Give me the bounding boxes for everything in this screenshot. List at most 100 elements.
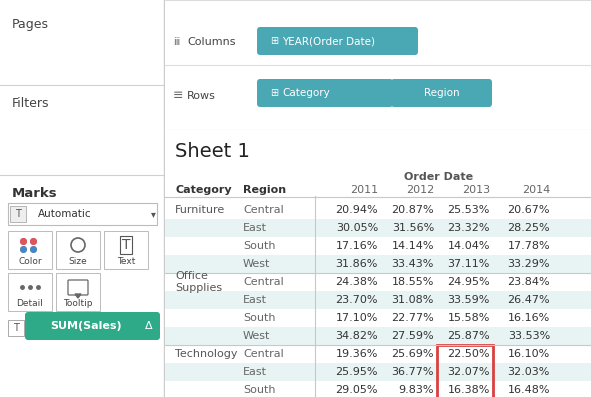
FancyBboxPatch shape <box>257 79 393 107</box>
Text: Marks: Marks <box>12 187 58 200</box>
Text: 2011: 2011 <box>350 185 378 195</box>
FancyBboxPatch shape <box>257 27 418 55</box>
Text: 30.05%: 30.05% <box>336 223 378 233</box>
Text: 20.67%: 20.67% <box>508 205 550 215</box>
Text: 20.94%: 20.94% <box>335 205 378 215</box>
Text: South: South <box>243 313 275 323</box>
Text: 25.95%: 25.95% <box>336 367 378 377</box>
Bar <box>8 203 157 225</box>
Text: 25.87%: 25.87% <box>447 331 490 341</box>
Text: ≡: ≡ <box>173 89 183 102</box>
Text: South: South <box>243 241 275 251</box>
Text: ⅲ: ⅲ <box>173 37 179 47</box>
Text: 36.77%: 36.77% <box>391 367 434 377</box>
Text: 2013: 2013 <box>462 185 490 195</box>
Text: 22.77%: 22.77% <box>391 313 434 323</box>
Text: 34.82%: 34.82% <box>335 331 378 341</box>
Text: 23.32%: 23.32% <box>447 223 490 233</box>
Text: ⊞: ⊞ <box>270 36 278 46</box>
Text: ⊞: ⊞ <box>270 88 278 98</box>
Text: East: East <box>243 223 267 233</box>
Text: 33.59%: 33.59% <box>447 295 490 305</box>
Text: 22.50%: 22.50% <box>447 349 490 359</box>
FancyBboxPatch shape <box>391 79 492 107</box>
Text: Columns: Columns <box>187 37 235 47</box>
Bar <box>8 320 24 336</box>
Text: Sheet 1: Sheet 1 <box>175 142 250 161</box>
Text: ▾: ▾ <box>151 209 155 219</box>
Text: T: T <box>122 238 130 252</box>
Text: 26.47%: 26.47% <box>508 295 550 305</box>
Text: SUM(Sales): SUM(Sales) <box>51 321 122 331</box>
Text: Central: Central <box>243 205 284 215</box>
Text: Central: Central <box>243 277 284 287</box>
Text: Text: Text <box>117 258 135 266</box>
Text: 24.95%: 24.95% <box>447 277 490 287</box>
Text: 15.58%: 15.58% <box>447 313 490 323</box>
Text: Central: Central <box>243 349 284 359</box>
Text: Pages: Pages <box>12 18 49 31</box>
Bar <box>10 206 26 222</box>
Text: 16.48%: 16.48% <box>508 385 550 395</box>
Text: T: T <box>13 323 19 333</box>
Text: 9.83%: 9.83% <box>398 385 434 395</box>
Text: Office
Supplies: Office Supplies <box>175 271 222 293</box>
Text: 18.55%: 18.55% <box>392 277 434 287</box>
Bar <box>8 273 52 311</box>
Text: Category: Category <box>282 88 330 98</box>
Text: 16.10%: 16.10% <box>508 349 550 359</box>
Text: 16.16%: 16.16% <box>508 313 550 323</box>
Text: East: East <box>243 295 267 305</box>
Text: 14.04%: 14.04% <box>447 241 490 251</box>
Text: 17.10%: 17.10% <box>336 313 378 323</box>
Bar <box>437 345 493 397</box>
Text: 17.16%: 17.16% <box>336 241 378 251</box>
Text: Region: Region <box>424 88 459 98</box>
Text: Rows: Rows <box>187 91 216 101</box>
Bar <box>165 363 591 381</box>
Text: Δ: Δ <box>145 321 153 331</box>
Text: 19.36%: 19.36% <box>336 349 378 359</box>
Text: 25.69%: 25.69% <box>391 349 434 359</box>
Bar <box>165 291 591 309</box>
Text: Filters: Filters <box>12 97 50 110</box>
Bar <box>56 273 100 311</box>
Text: 33.53%: 33.53% <box>508 331 550 341</box>
Text: 24.38%: 24.38% <box>335 277 378 287</box>
Text: 29.05%: 29.05% <box>336 385 378 395</box>
Text: 20.87%: 20.87% <box>391 205 434 215</box>
Text: 2014: 2014 <box>522 185 550 195</box>
Bar <box>165 219 591 237</box>
Text: 33.29%: 33.29% <box>508 259 550 269</box>
Text: 37.11%: 37.11% <box>447 259 490 269</box>
Text: 32.07%: 32.07% <box>447 367 490 377</box>
Text: Region: Region <box>243 185 286 195</box>
Text: Tooltip: Tooltip <box>63 299 93 308</box>
Bar <box>104 231 148 269</box>
Text: 33.43%: 33.43% <box>392 259 434 269</box>
Text: Automatic: Automatic <box>38 209 92 219</box>
Text: 31.08%: 31.08% <box>392 295 434 305</box>
Bar <box>165 327 591 345</box>
Text: 23.84%: 23.84% <box>508 277 550 287</box>
Text: 17.78%: 17.78% <box>508 241 550 251</box>
Text: West: West <box>243 259 270 269</box>
Bar <box>165 255 591 273</box>
Text: Color: Color <box>18 258 42 266</box>
Text: 16.38%: 16.38% <box>447 385 490 395</box>
Text: 31.86%: 31.86% <box>336 259 378 269</box>
Text: Category: Category <box>175 185 232 195</box>
Bar <box>8 231 52 269</box>
Text: West: West <box>243 331 270 341</box>
Text: 23.70%: 23.70% <box>336 295 378 305</box>
Text: 28.25%: 28.25% <box>508 223 550 233</box>
FancyBboxPatch shape <box>25 312 160 340</box>
Text: Size: Size <box>69 258 87 266</box>
Text: Detail: Detail <box>17 299 43 308</box>
Text: 2012: 2012 <box>406 185 434 195</box>
Text: Order Date: Order Date <box>404 172 473 182</box>
Text: 31.56%: 31.56% <box>392 223 434 233</box>
Text: 32.03%: 32.03% <box>508 367 550 377</box>
Text: 14.14%: 14.14% <box>391 241 434 251</box>
Bar <box>56 231 100 269</box>
